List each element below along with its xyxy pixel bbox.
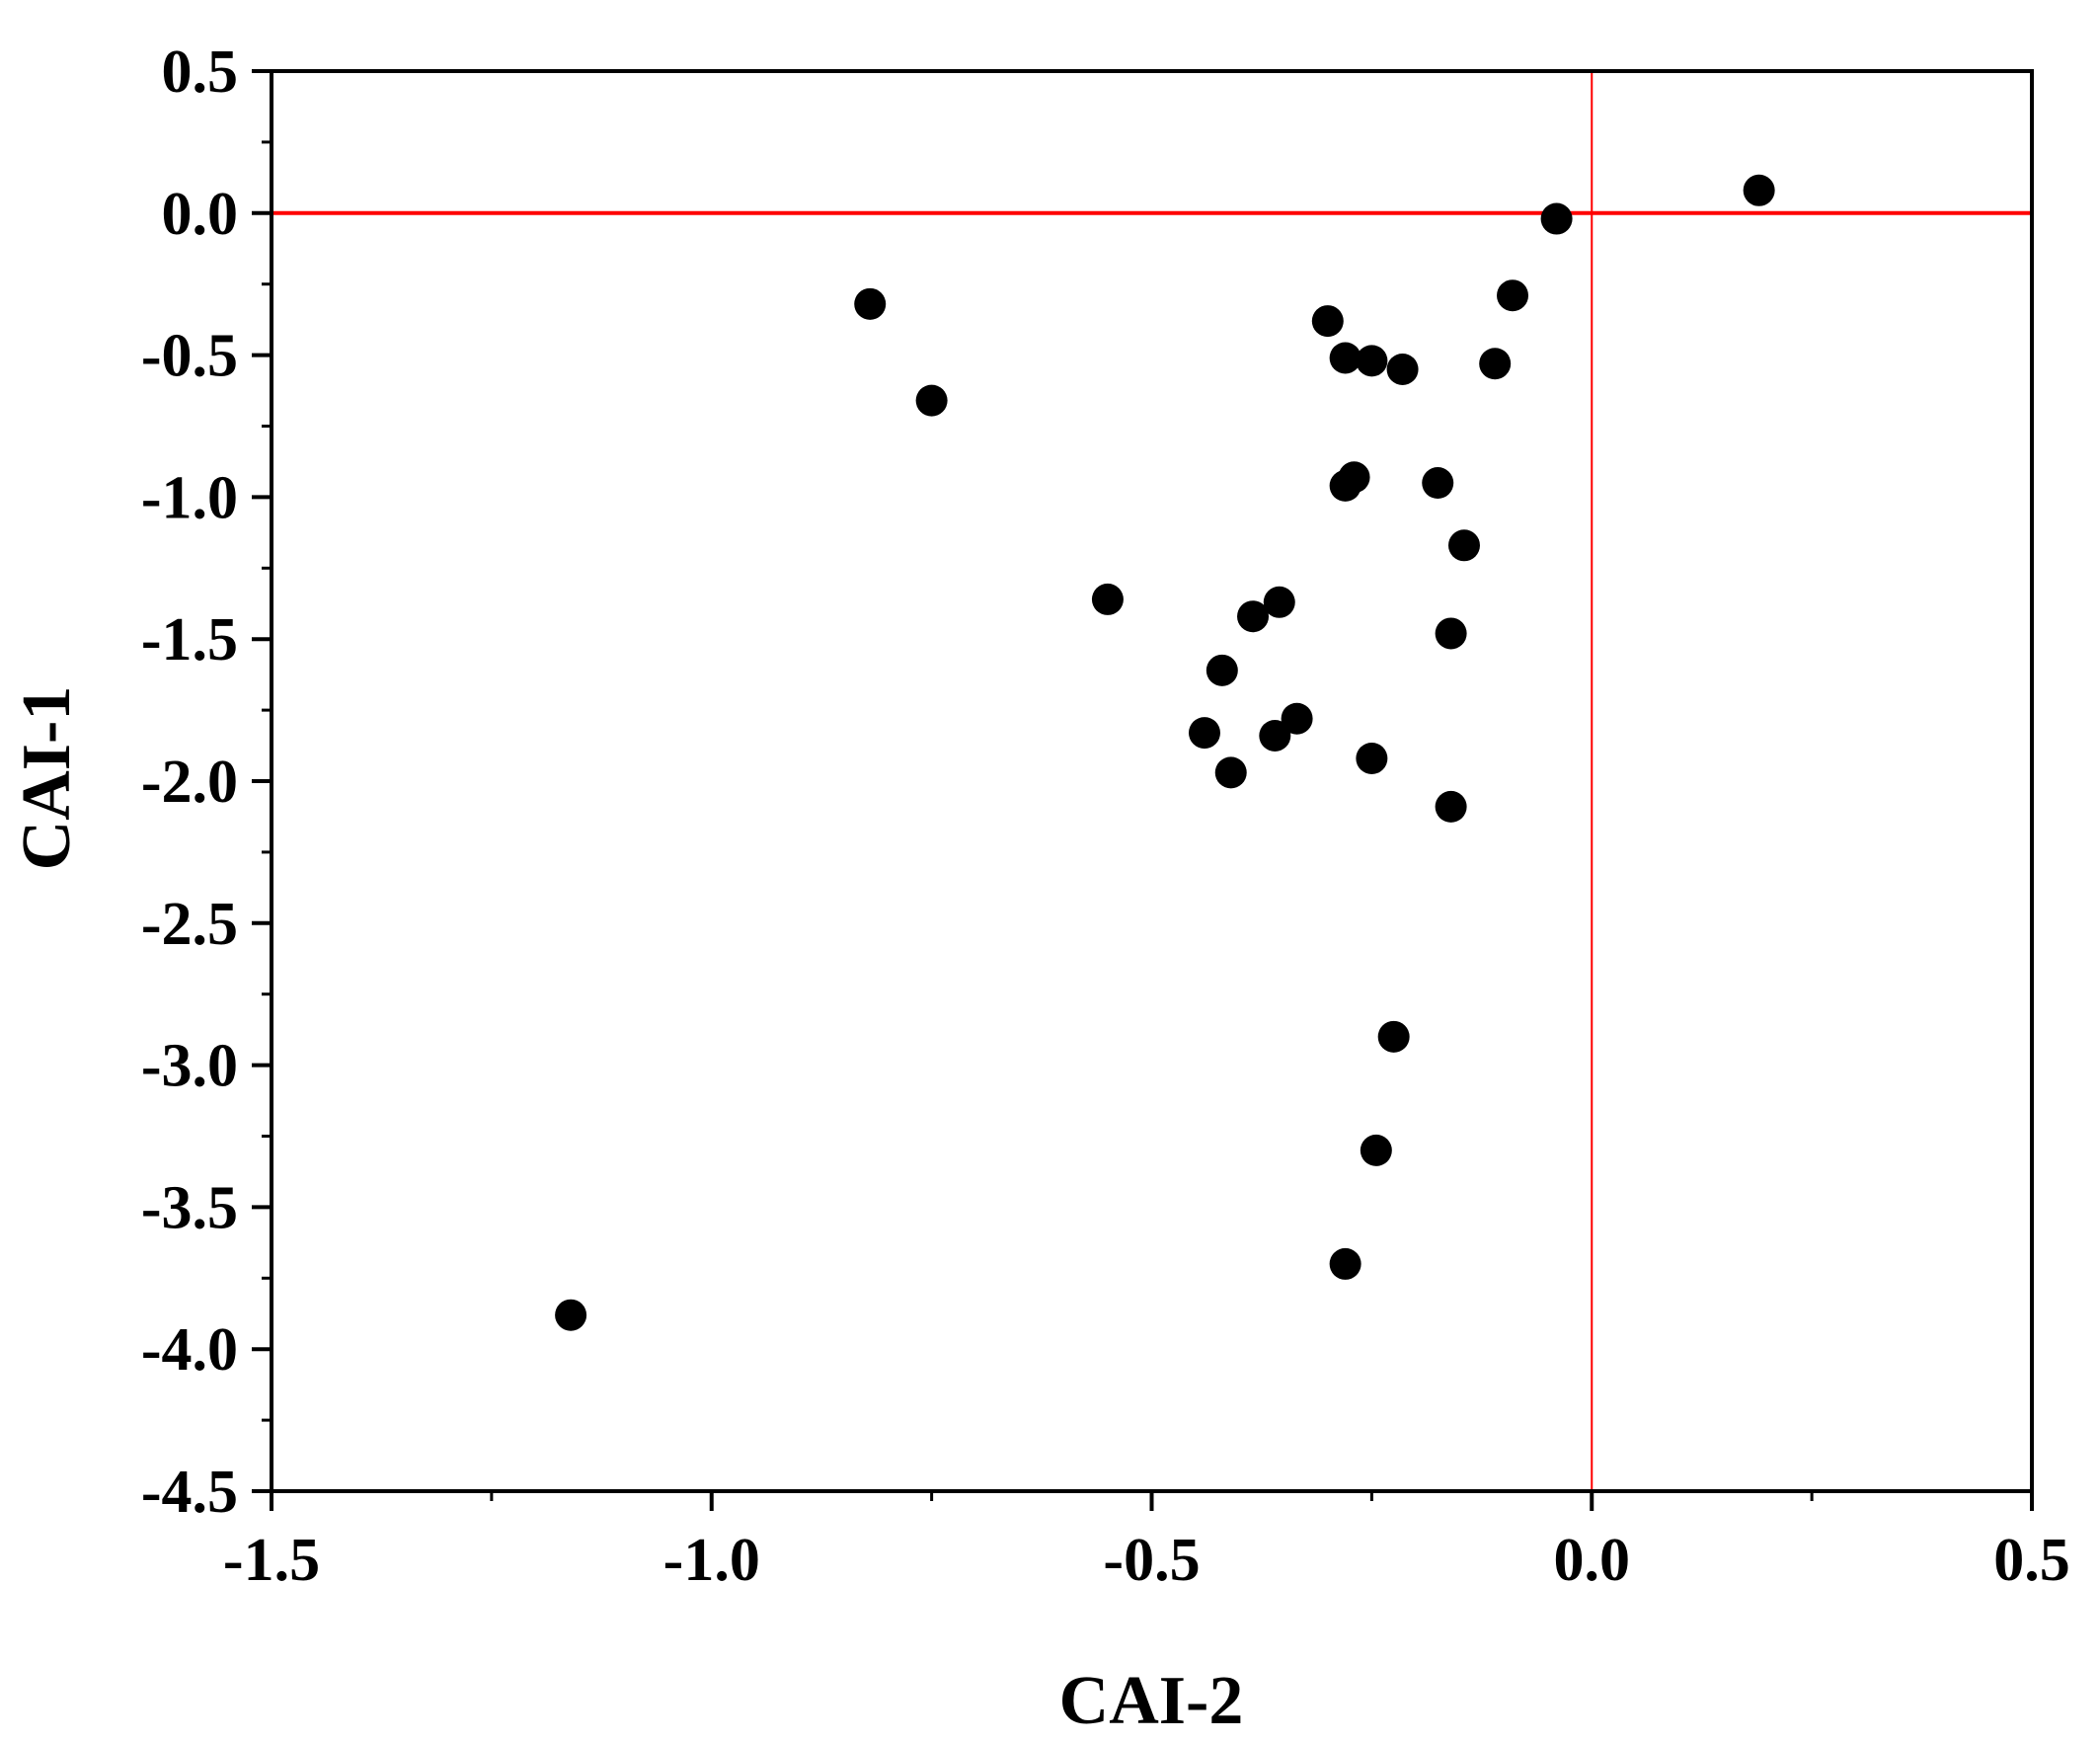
plot-frame: [270, 69, 2034, 1493]
y-tick-label: -4.0: [141, 1316, 238, 1384]
data-point: [1214, 756, 1247, 789]
x-tick-label: -1.0: [663, 1527, 760, 1594]
x-tick-label: -1.5: [223, 1527, 320, 1594]
y-tick-label: -4.5: [141, 1459, 238, 1526]
data-point: [1311, 305, 1344, 338]
y-tick-label: 0.5: [162, 39, 239, 106]
data-point: [1422, 467, 1454, 500]
data-point: [1479, 348, 1512, 380]
data-point: [1377, 1020, 1410, 1053]
y-tick-label: -3.5: [141, 1174, 238, 1241]
data-point: [1540, 202, 1573, 235]
data-point: [1338, 461, 1370, 494]
data-point: [1263, 586, 1295, 618]
data-point: [1356, 345, 1388, 377]
x-tick-label: -0.5: [1103, 1527, 1200, 1594]
data-point: [1386, 353, 1419, 385]
data-point: [1091, 583, 1124, 615]
data-point: [1447, 529, 1480, 562]
axes-layer: 0.5 0.0 -0.5 -1.0 -1.5 -2.0 -2.5 -3.0 -3.5 -4.0 -4…: [141, 39, 2070, 1594]
data-point: [1497, 279, 1529, 312]
x-tick-label: 0.5: [1993, 1527, 2070, 1594]
data-point: [1329, 1247, 1361, 1280]
y-tick-label: -2.5: [141, 891, 238, 958]
data-point: [1206, 654, 1238, 686]
data-point: [1259, 719, 1291, 752]
y-tick-label: -0.5: [141, 323, 238, 390]
data-point: [1281, 702, 1313, 735]
y-tick-label: -1.0: [141, 464, 238, 531]
y-tick-label: -1.5: [141, 606, 238, 673]
data-point: [1360, 1134, 1392, 1166]
y-tick-label: -2.0: [141, 749, 238, 816]
x-tick-label: 0.0: [1554, 1527, 1631, 1594]
points-layer: [555, 174, 1775, 1331]
data-point: [1356, 742, 1388, 774]
data-point: [555, 1299, 587, 1331]
data-point: [1188, 717, 1220, 750]
reference-lines-layer: [272, 71, 2032, 1491]
y-tick-label: -3.0: [141, 1033, 238, 1100]
y-axis-title: CAI-1: [9, 686, 85, 871]
data-point: [1435, 617, 1467, 650]
y-tick-label: 0.0: [162, 181, 239, 248]
data-point: [1743, 174, 1775, 206]
data-point: [854, 287, 887, 320]
data-point: [915, 384, 948, 417]
data-point: [1237, 600, 1270, 633]
x-axis-title: CAI-2: [1059, 1663, 1244, 1737]
data-point: [1435, 790, 1467, 823]
data-point: [1329, 342, 1361, 374]
